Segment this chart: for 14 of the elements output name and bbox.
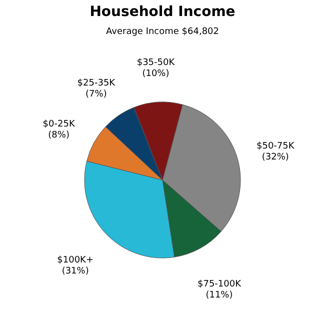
data-label: (31%) bbox=[62, 266, 89, 277]
chart-title: Household Income bbox=[90, 4, 236, 20]
slice-label: $50-75K bbox=[256, 142, 296, 152]
data-label: (10%) bbox=[142, 69, 170, 80]
data-label: (11%) bbox=[206, 290, 233, 300]
data-label: (32%) bbox=[262, 152, 289, 163]
slice-label: $0-25K bbox=[42, 120, 76, 130]
slice-label: $25-35K bbox=[77, 78, 116, 88]
slice-label: $100K+ bbox=[57, 256, 94, 266]
slice-label: $75-100K bbox=[197, 279, 242, 290]
chart-subtitle: Average Income $64,802 bbox=[106, 27, 220, 37]
slice-label: $35-50K bbox=[136, 58, 176, 68]
data-label: (8%) bbox=[48, 130, 70, 141]
data-label: (7%) bbox=[86, 89, 107, 100]
